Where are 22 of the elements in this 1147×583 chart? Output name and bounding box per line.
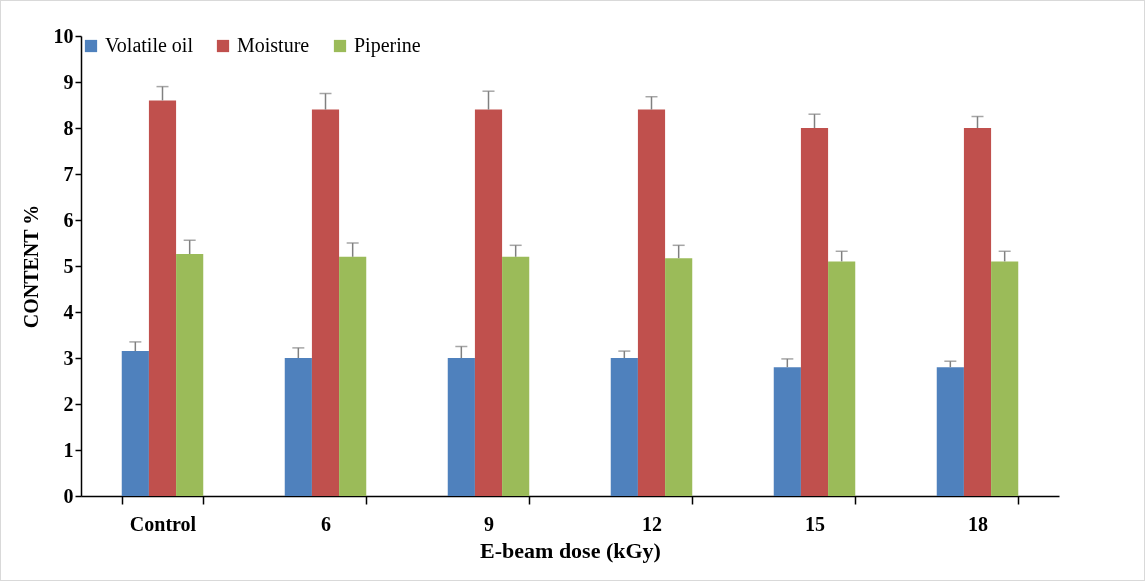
y-tick-label: 4	[63, 300, 74, 323]
x-tick-label: 12	[642, 512, 662, 535]
x-tick-label: Control	[129, 512, 197, 535]
y-tick-label: 6	[63, 208, 74, 231]
y-tick-label: 10	[53, 24, 74, 47]
y-tick-label: 8	[63, 116, 74, 139]
legend-label: Piperine	[354, 34, 421, 57]
x-tick-label: 15	[805, 512, 825, 535]
y-tick-label: 9	[63, 70, 74, 93]
y-tick-label: 1	[63, 438, 74, 461]
x-tick-label: 6	[321, 512, 331, 535]
x-tick-label: 18	[968, 512, 988, 535]
legend-label: Moisture	[237, 34, 310, 56]
y-tick-label: 0	[63, 484, 74, 507]
y-tick-label: 3	[63, 346, 74, 369]
x-tick-label: 9	[484, 512, 494, 535]
legend-label: Volatile oil	[105, 34, 194, 56]
y-tick-label: 5	[63, 254, 74, 277]
x-axis-title: E-beam dose (kGy)	[480, 537, 661, 563]
y-tick-label: 2	[63, 392, 74, 415]
y-tick-label: 7	[63, 162, 74, 185]
y-axis-title: CONTENT %	[19, 204, 42, 329]
